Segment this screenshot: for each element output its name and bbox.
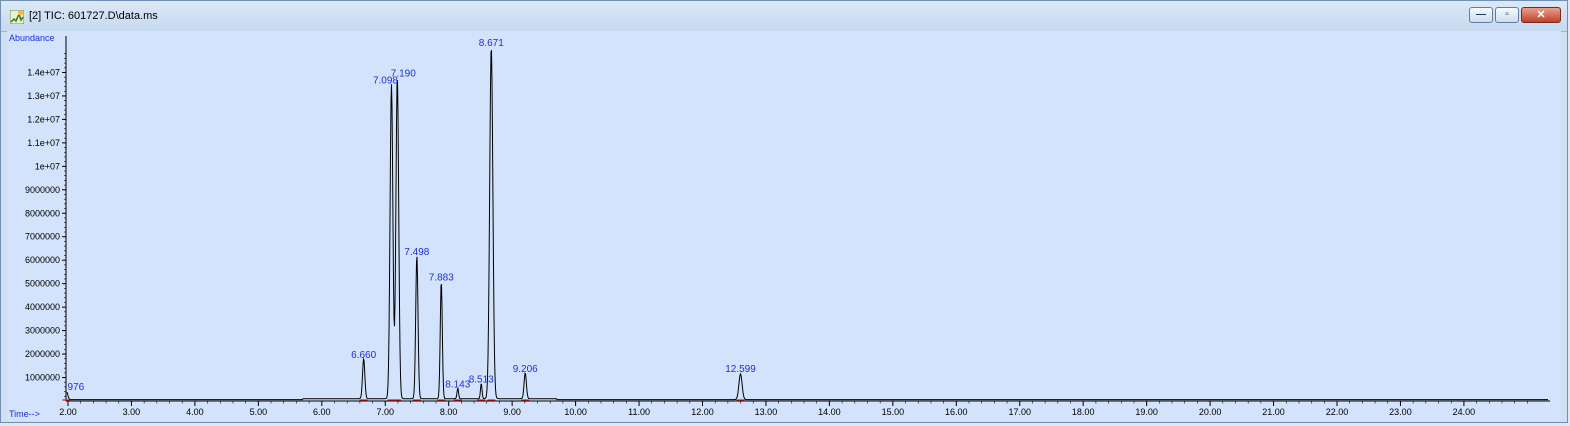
x-tick-label: 24.00 [1453,407,1476,417]
maximize-icon: ▫ [1505,9,1509,20]
plot-background [7,31,1561,421]
y-tick-label: 1.3e+07 [27,91,60,101]
peak-label: 8.513 [469,375,494,386]
peak-label: 9.206 [513,364,538,375]
y-tick-label: 1e+07 [35,161,60,171]
x-tick-label: 2.00 [59,407,77,417]
y-tick-label: 4000000 [25,302,60,312]
peak-label: 7.098 [373,76,398,87]
peak-label: 7.498 [404,247,429,258]
x-tick-label: 16.00 [945,407,968,417]
y-tick-label: 8000000 [25,208,60,218]
peak-label: 8.671 [479,38,504,49]
y-tick-label: 9000000 [25,185,60,195]
x-tick-label: 5.00 [250,407,268,417]
x-tick-label: 10.00 [564,407,587,417]
y-tick-label: 7000000 [25,232,60,242]
x-tick-label: 20.00 [1199,407,1222,417]
x-tick-label: 7.00 [376,407,394,417]
x-tick-label: 13.00 [755,407,778,417]
x-axis-label: Time--> [9,409,40,419]
peak-label: 12.599 [725,364,756,375]
x-tick-label: 11.00 [628,407,650,417]
title-bar[interactable]: [2] TIC: 601727.D\data.ms — ▫ ✕ [1,1,1567,32]
y-tick-label: 1.1e+07 [27,138,60,148]
peak-label: 976 [67,382,84,393]
peak-label: 6.660 [351,350,376,361]
minimize-button[interactable]: — [1469,7,1493,23]
minimize-icon: — [1476,9,1486,20]
x-tick-label: 15.00 [882,407,905,417]
y-axis-label: Abundance [9,33,55,43]
x-tick-label: 12.00 [691,407,714,417]
x-tick-label: 8.00 [440,407,458,417]
window-title: [2] TIC: 601727.D\data.ms [29,10,158,22]
y-tick-label: 1.4e+07 [27,67,60,77]
peak-label: 8.143 [445,379,470,390]
chromatogram-chart: 1000000 2000000 3000000 4000000 5000000 60000… [7,31,1561,421]
peak-label: 7.190 [391,69,416,80]
window-controls: — ▫ ✕ [1469,7,1561,25]
y-tick-label: 1000000 [25,373,60,383]
x-tick-label: 17.00 [1008,407,1031,417]
y-tick-label: 3000000 [25,326,60,336]
x-tick-label: 4.00 [186,407,204,417]
x-tick-label: 3.00 [123,407,141,417]
x-tick-label: 23.00 [1389,407,1412,417]
x-tick-label: 14.00 [818,407,841,417]
y-tick-label: 5000000 [25,279,60,289]
chromatogram-plot: 1000000 2000000 3000000 4000000 5000000 60000… [7,31,1561,421]
chromatogram-app-icon [10,10,24,24]
x-tick-label: 9.00 [503,407,521,417]
x-tick-label: 21.00 [1262,407,1285,417]
y-tick-label: 1.2e+07 [27,114,60,124]
x-tick-label: 18.00 [1072,407,1095,417]
y-tick-label: 2000000 [25,349,60,359]
x-tick-label: 19.00 [1135,407,1158,417]
y-tick-label: 6000000 [25,255,60,265]
peak-label: 7.883 [429,273,454,284]
tic-trace [66,50,1548,401]
maximize-button[interactable]: ▫ [1495,7,1519,23]
close-icon: ✕ [1536,9,1546,21]
close-button[interactable]: ✕ [1521,7,1561,23]
x-tick-label: 22.00 [1326,407,1349,417]
x-tick-label: 6.00 [313,407,331,417]
